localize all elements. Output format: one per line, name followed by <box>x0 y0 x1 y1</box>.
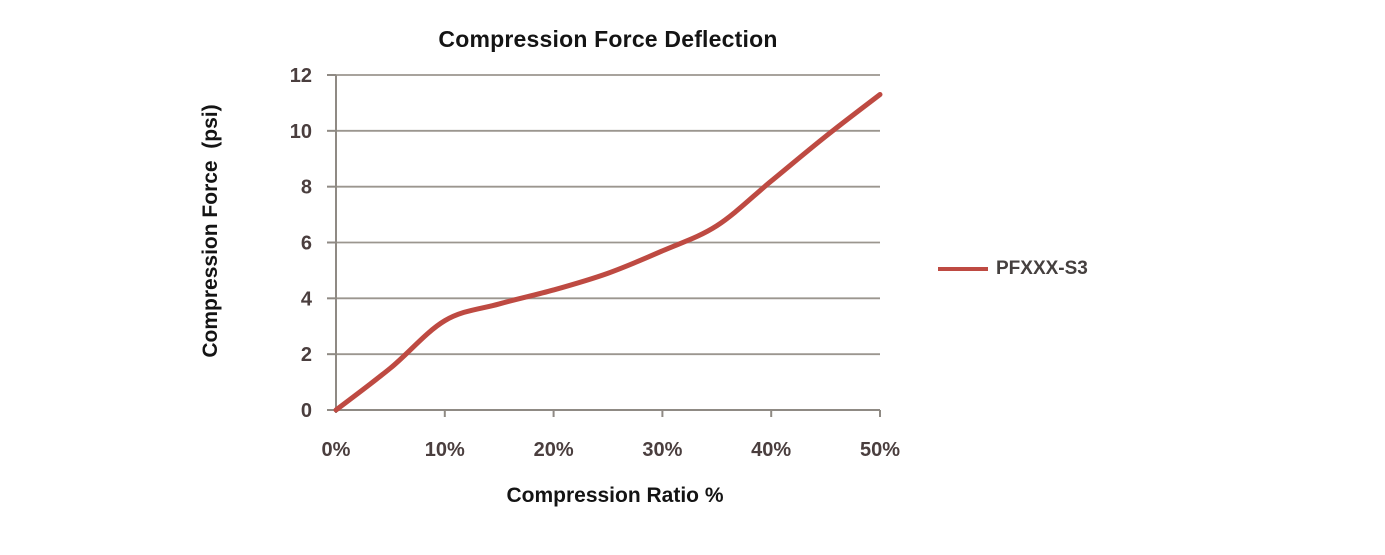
y-tick-label-8: 8 <box>301 177 312 199</box>
y-tick-label-4: 4 <box>301 288 313 310</box>
y-tick-label-10: 10 <box>290 121 312 143</box>
x-tick-label-30: 30% <box>642 439 682 461</box>
x-tick-label-0: 0% <box>322 439 351 461</box>
x-tick-label-50: 50% <box>860 439 900 461</box>
chart-title: Compression Force Deflection <box>438 26 778 52</box>
y-tick-label-2: 2 <box>301 344 312 366</box>
x-tick-label-20: 20% <box>534 439 574 461</box>
y-tick-label-12: 12 <box>290 65 312 87</box>
legend: PFXXX-S3 <box>937 258 1088 279</box>
x-axis-title: Compression Ratio % <box>506 484 724 507</box>
x-tick-label-40: 40% <box>751 439 791 461</box>
y-tick-label-0: 0 <box>301 400 312 422</box>
legend-series-label: PFXXX-S3 <box>996 258 1088 279</box>
series-line-pfxxx-s3 <box>333 92 883 413</box>
y-tick-label-6: 6 <box>301 233 312 255</box>
x-tick-label-10: 10% <box>425 439 465 461</box>
legend-swatch <box>938 267 988 271</box>
